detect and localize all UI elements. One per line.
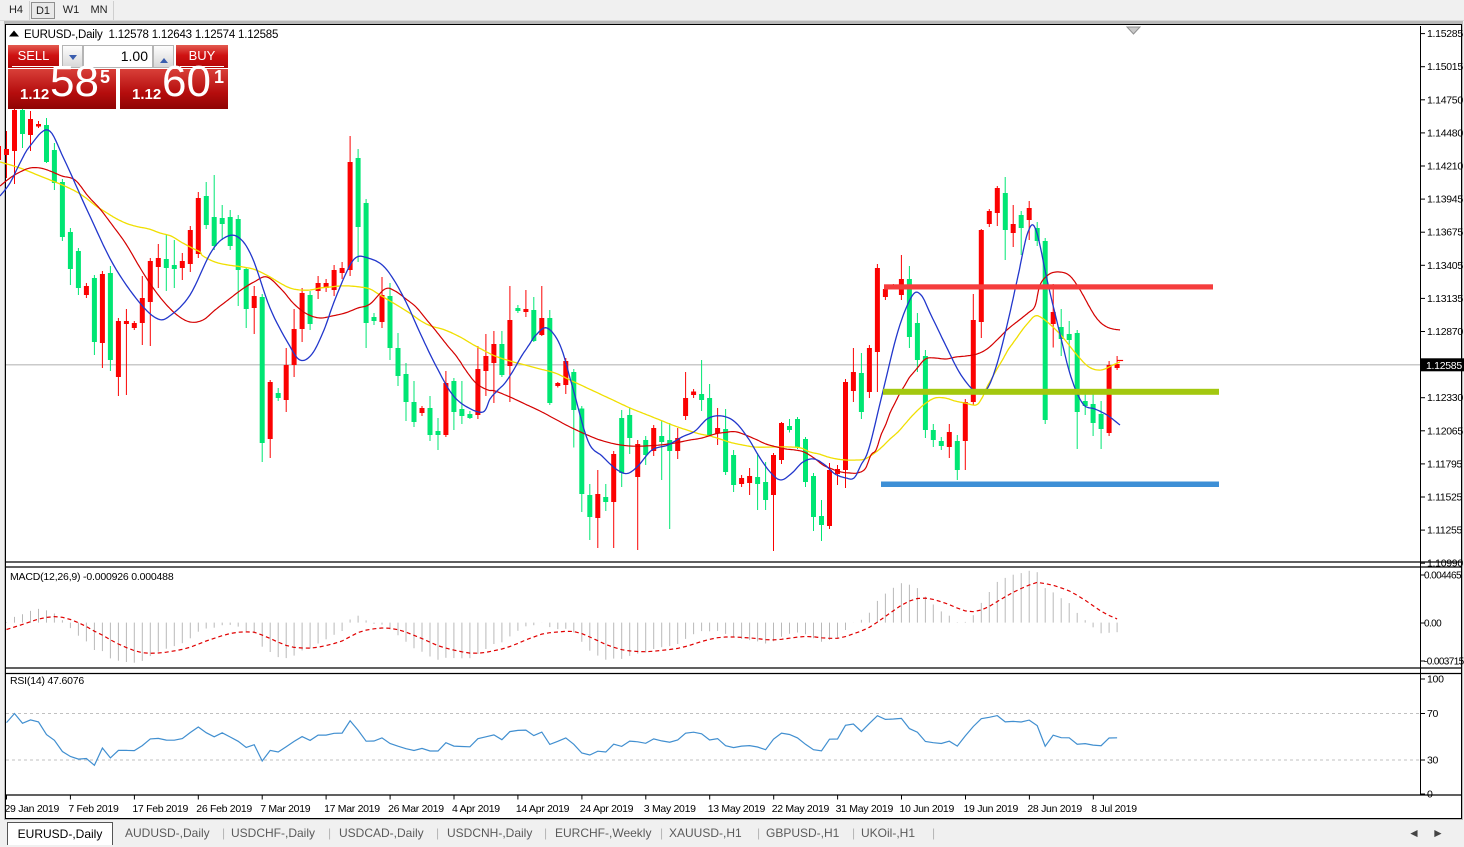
svg-text:3 May 2019: 3 May 2019	[644, 803, 696, 815]
svg-text:1.13675: 1.13675	[1427, 227, 1463, 239]
svg-text:1.13135: 1.13135	[1427, 293, 1463, 305]
svg-text:31 May 2019: 31 May 2019	[836, 803, 894, 815]
svg-text:1.14750: 1.14750	[1427, 94, 1463, 106]
svg-text:17 Feb 2019: 17 Feb 2019	[132, 803, 188, 815]
svg-text:1.12330: 1.12330	[1427, 392, 1463, 404]
svg-text:0: 0	[1427, 789, 1433, 801]
svg-text:1.14480: 1.14480	[1427, 127, 1463, 139]
svg-text:1.13945: 1.13945	[1427, 194, 1463, 206]
svg-text:EURUSD-,Daily 1.12578 1.12643: EURUSD-,Daily 1.12578 1.12643 1.12574 1.…	[24, 29, 278, 41]
svg-text:1.12065: 1.12065	[1427, 425, 1463, 437]
svg-text:29 Jan 2019: 29 Jan 2019	[5, 803, 60, 815]
svg-text:19 Jun 2019: 19 Jun 2019	[964, 803, 1019, 815]
svg-text:1.15015: 1.15015	[1427, 61, 1463, 73]
svg-text:1.13405: 1.13405	[1427, 260, 1463, 272]
svg-text:0.00: 0.00	[1424, 619, 1442, 630]
svg-text:14 Apr 2019: 14 Apr 2019	[516, 803, 570, 815]
svg-text:17 Mar 2019: 17 Mar 2019	[324, 803, 380, 815]
svg-text:1.15285: 1.15285	[1427, 28, 1463, 40]
svg-text:-0.003715: -0.003715	[1424, 657, 1464, 668]
svg-text:7 Feb 2019: 7 Feb 2019	[68, 803, 119, 815]
svg-text:4 Apr 2019: 4 Apr 2019	[452, 803, 500, 815]
svg-text:8 Jul 2019: 8 Jul 2019	[1091, 803, 1137, 815]
svg-text:0.004465: 0.004465	[1424, 571, 1462, 582]
svg-text:1.10990: 1.10990	[1427, 558, 1463, 570]
svg-text:7 Mar 2019: 7 Mar 2019	[260, 803, 311, 815]
svg-text:30: 30	[1427, 755, 1439, 767]
svg-text:26 Feb 2019: 26 Feb 2019	[196, 803, 252, 815]
svg-text:24 Apr 2019: 24 Apr 2019	[580, 803, 634, 815]
svg-text:10 Jun 2019: 10 Jun 2019	[900, 803, 955, 815]
svg-text:1.11525: 1.11525	[1427, 492, 1463, 504]
svg-text:28 Jun 2019: 28 Jun 2019	[1027, 803, 1082, 815]
svg-text:1.12585: 1.12585	[1426, 360, 1462, 372]
svg-text:100: 100	[1427, 674, 1444, 686]
svg-text:MACD(12,26,9) -0.000926 0.0004: MACD(12,26,9) -0.000926 0.000488	[10, 571, 174, 583]
svg-text:70: 70	[1427, 708, 1439, 720]
svg-text:1.11795: 1.11795	[1427, 458, 1463, 470]
svg-text:26 Mar 2019: 26 Mar 2019	[388, 803, 444, 815]
svg-text:13 May 2019: 13 May 2019	[708, 803, 766, 815]
svg-text:RSI(14) 47.6076: RSI(14) 47.6076	[10, 675, 84, 687]
svg-text:1.14210: 1.14210	[1427, 161, 1463, 173]
svg-text:1.12870: 1.12870	[1427, 326, 1463, 338]
svg-text:22 May 2019: 22 May 2019	[772, 803, 830, 815]
svg-text:1.11255: 1.11255	[1427, 525, 1463, 537]
